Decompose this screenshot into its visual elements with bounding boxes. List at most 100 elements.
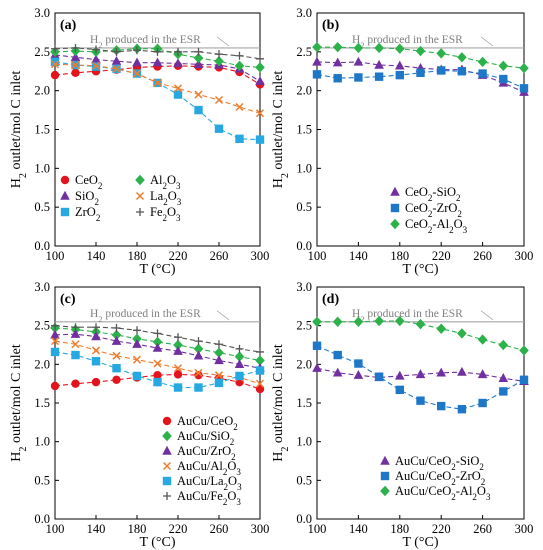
data-point xyxy=(312,316,322,327)
data-point xyxy=(255,379,265,388)
series-trend-line xyxy=(317,46,525,69)
data-point xyxy=(70,328,81,338)
data-point xyxy=(50,57,60,67)
data-point xyxy=(415,45,426,57)
series-1 xyxy=(50,322,265,366)
legend-marker xyxy=(162,461,172,471)
data-point xyxy=(333,74,342,83)
data-point xyxy=(312,341,322,350)
data-point xyxy=(332,41,343,53)
data-point xyxy=(194,337,203,346)
data-point xyxy=(457,67,467,76)
y-tick-label: 0.0 xyxy=(34,512,50,526)
data-point xyxy=(50,60,60,69)
data-point xyxy=(477,56,488,68)
legend-marker xyxy=(390,218,400,230)
data-point xyxy=(153,329,162,338)
data-point xyxy=(353,369,364,379)
data-point xyxy=(112,64,121,73)
y-tick-label: 0.0 xyxy=(34,239,50,253)
y-axis-label: H2 outlet/mol C inlet xyxy=(9,71,29,189)
data-point xyxy=(415,369,426,379)
data-point xyxy=(50,337,60,346)
data-point xyxy=(215,50,223,59)
y-tick-label: 3.0 xyxy=(34,6,50,20)
legend-entry: CeO2-ZrO2 xyxy=(405,201,462,219)
data-point xyxy=(395,370,405,380)
legend-marker xyxy=(135,174,145,186)
legend-entry: CeO2-SiO2 xyxy=(405,185,461,203)
x-tick-label: 100 xyxy=(308,249,327,263)
data-point xyxy=(436,367,446,377)
data-point xyxy=(92,45,100,54)
data-point xyxy=(132,57,142,67)
reference-leader-line xyxy=(480,36,494,47)
x-tick-label: 180 xyxy=(390,249,409,263)
data-point xyxy=(255,76,265,86)
data-point xyxy=(153,370,162,380)
data-point xyxy=(478,69,487,78)
series-4 xyxy=(50,347,265,392)
data-point xyxy=(436,48,446,59)
data-point xyxy=(71,68,80,78)
x-tick-label: 220 xyxy=(432,522,451,536)
legend-marker xyxy=(135,191,145,201)
data-point xyxy=(255,135,265,144)
series-trend-line xyxy=(54,327,261,362)
data-point xyxy=(312,363,322,372)
data-point xyxy=(333,350,342,360)
y-tick-label: 1.0 xyxy=(34,435,50,449)
chart-panel-2: 0.0 0.5 1.0 1.5 2.0 2.5 3.0 100 140 180 220 260 300 T… xyxy=(9,280,269,550)
data-point xyxy=(519,375,529,384)
data-point xyxy=(395,70,404,80)
reference-line-label: H2 produced in the ESR xyxy=(90,308,201,324)
legend-marker xyxy=(162,476,172,486)
data-point xyxy=(193,343,204,355)
y-tick-label: 1.0 xyxy=(296,435,312,449)
series-1 xyxy=(312,66,529,93)
data-point xyxy=(312,70,322,79)
x-tick-label: 180 xyxy=(390,522,409,536)
data-point xyxy=(153,47,162,56)
panel-label: (b) xyxy=(322,18,339,33)
x-tick-label: 300 xyxy=(251,249,270,263)
panel-label: (c) xyxy=(60,292,76,307)
data-point xyxy=(498,373,509,382)
y-tick-label: 0.5 xyxy=(296,473,312,487)
data-point xyxy=(112,375,121,384)
series-2 xyxy=(312,315,529,356)
x-tick-label: 180 xyxy=(128,522,147,536)
series-0 xyxy=(312,363,529,386)
data-point xyxy=(193,350,204,360)
data-point xyxy=(436,323,446,334)
data-point xyxy=(112,323,121,332)
x-tick-label: 300 xyxy=(251,522,270,536)
data-point xyxy=(193,59,204,68)
y-tick-label: 2.5 xyxy=(34,319,50,333)
data-point xyxy=(353,42,364,54)
data-point xyxy=(332,367,343,377)
data-point xyxy=(112,47,121,56)
y-tick-label: 0.0 xyxy=(296,512,312,526)
legend-entry: AuCu/CeO2-SiO2 xyxy=(395,454,484,472)
y-tick-label: 0.5 xyxy=(34,200,50,214)
data-point xyxy=(235,51,244,60)
data-point xyxy=(174,333,182,342)
data-point xyxy=(71,61,80,70)
legend-marker xyxy=(380,471,390,481)
y-tick-label: 2.0 xyxy=(34,357,50,371)
data-point xyxy=(71,379,80,388)
legend-marker xyxy=(136,208,144,216)
data-point xyxy=(173,339,183,351)
series-5 xyxy=(51,321,264,356)
data-point xyxy=(173,383,183,392)
data-point xyxy=(374,372,384,381)
series-3 xyxy=(50,337,265,388)
series-trend-line xyxy=(54,48,261,68)
data-point xyxy=(519,345,529,356)
data-point xyxy=(214,95,224,105)
data-point xyxy=(353,56,364,66)
reference-leader-line xyxy=(216,36,230,47)
y-tick-label: 0.5 xyxy=(34,473,50,487)
data-point xyxy=(255,62,265,73)
